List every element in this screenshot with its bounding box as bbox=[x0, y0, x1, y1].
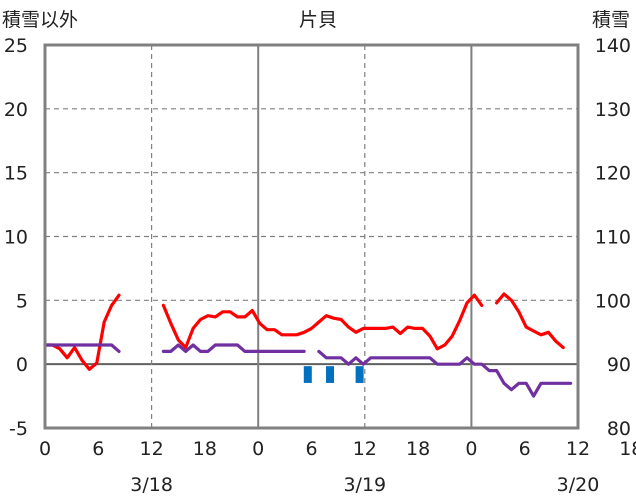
right-tick-label: 140 bbox=[595, 35, 631, 57]
date-label: 3/20 bbox=[557, 474, 600, 496]
precip-bars bbox=[303, 366, 364, 383]
left-tick-label: 25 bbox=[4, 35, 28, 57]
right-tick-label: 80 bbox=[607, 418, 631, 440]
precip-bar bbox=[355, 366, 364, 383]
right-axis-label: 積雪 bbox=[592, 9, 630, 31]
left-tick-label: 15 bbox=[4, 163, 28, 185]
purple-series-line bbox=[161, 343, 306, 353]
red-series-line bbox=[43, 293, 121, 371]
left-tick-label: 5 bbox=[16, 290, 28, 312]
x-tick-label: 6 bbox=[519, 438, 531, 460]
right-tick-label: 130 bbox=[595, 99, 631, 121]
right-tick-label: 110 bbox=[595, 227, 631, 249]
right-tick-label: 120 bbox=[595, 163, 631, 185]
left-tick-label: -5 bbox=[9, 418, 28, 440]
left-tick-label: 0 bbox=[16, 354, 28, 376]
purple-series-line bbox=[317, 349, 573, 398]
plot-frame bbox=[43, 43, 580, 430]
right-tick-label: 100 bbox=[595, 290, 631, 312]
precip-bar bbox=[303, 366, 312, 383]
x-tick-label: 6 bbox=[305, 438, 317, 460]
date-label: 3/18 bbox=[130, 474, 173, 496]
x-tick-label: 0 bbox=[39, 438, 51, 460]
x-tick-label: 0 bbox=[465, 438, 477, 460]
x-tick-label: 12 bbox=[140, 438, 164, 460]
red-series-line bbox=[161, 293, 484, 351]
left-tick-label: 10 bbox=[4, 227, 28, 249]
x-tick-label: 18 bbox=[406, 438, 430, 460]
purple-series-line bbox=[43, 343, 121, 353]
grid-lines bbox=[45, 45, 578, 428]
x-tick-label: 6 bbox=[92, 438, 104, 460]
x-tick-label: 18 bbox=[619, 438, 636, 460]
precip-bar bbox=[326, 366, 335, 383]
left-tick-label: 20 bbox=[4, 99, 28, 121]
red-series-line bbox=[495, 292, 565, 350]
date-label: 3/19 bbox=[343, 474, 386, 496]
right-tick-label: 90 bbox=[607, 354, 631, 376]
x-tick-label: 12 bbox=[566, 438, 590, 460]
left-axis-label: 積雪以外 bbox=[2, 9, 78, 31]
x-tick-label: 0 bbox=[252, 438, 264, 460]
x-tick-label: 12 bbox=[353, 438, 377, 460]
chart-title: 片貝 bbox=[299, 9, 337, 31]
x-tick-label: 18 bbox=[193, 438, 217, 460]
series-lines bbox=[43, 292, 573, 398]
